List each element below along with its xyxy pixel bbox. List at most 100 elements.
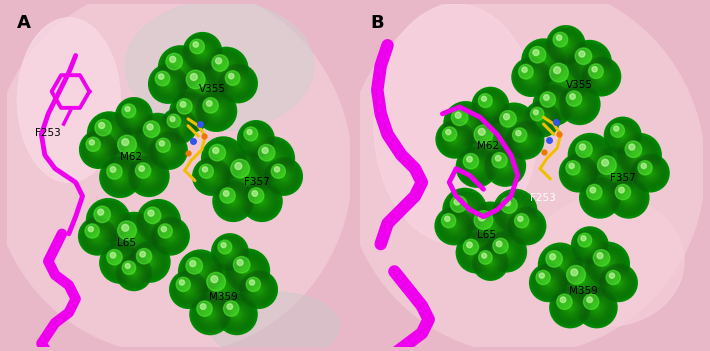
Circle shape (481, 253, 499, 271)
Circle shape (465, 155, 488, 179)
Circle shape (552, 104, 555, 107)
Circle shape (94, 119, 124, 148)
Circle shape (630, 146, 648, 164)
Circle shape (177, 99, 204, 126)
Circle shape (142, 205, 175, 238)
Circle shape (528, 45, 560, 77)
Circle shape (202, 167, 207, 172)
Circle shape (255, 141, 291, 177)
Circle shape (536, 270, 561, 295)
Circle shape (200, 266, 246, 311)
Circle shape (91, 230, 104, 243)
Circle shape (531, 48, 556, 73)
Circle shape (490, 151, 520, 181)
Circle shape (505, 250, 508, 253)
Circle shape (121, 259, 147, 286)
Circle shape (122, 224, 129, 231)
Circle shape (588, 244, 628, 284)
Circle shape (119, 258, 148, 287)
Circle shape (130, 158, 168, 195)
Circle shape (214, 110, 218, 113)
Circle shape (163, 79, 173, 89)
Circle shape (635, 158, 666, 189)
Circle shape (158, 74, 164, 79)
Circle shape (150, 212, 168, 231)
Circle shape (221, 243, 226, 248)
Circle shape (533, 49, 539, 55)
Circle shape (190, 39, 204, 54)
Circle shape (529, 46, 558, 75)
Circle shape (100, 157, 141, 197)
Circle shape (616, 184, 630, 200)
Circle shape (107, 132, 111, 135)
Circle shape (244, 267, 251, 274)
Circle shape (466, 202, 515, 252)
Circle shape (525, 71, 537, 84)
Circle shape (178, 100, 202, 124)
Circle shape (618, 188, 639, 208)
Circle shape (601, 160, 626, 184)
Circle shape (217, 294, 257, 335)
Circle shape (529, 106, 555, 132)
Ellipse shape (17, 18, 120, 183)
Circle shape (597, 253, 603, 259)
Circle shape (589, 153, 592, 157)
Circle shape (589, 147, 638, 197)
Circle shape (603, 267, 634, 298)
Circle shape (584, 59, 619, 94)
Circle shape (214, 237, 245, 267)
Circle shape (446, 218, 462, 234)
Circle shape (616, 130, 629, 142)
Circle shape (476, 248, 506, 277)
Circle shape (550, 254, 556, 260)
Circle shape (503, 114, 510, 120)
Circle shape (99, 211, 117, 230)
Circle shape (119, 137, 148, 166)
Circle shape (251, 282, 266, 297)
Circle shape (493, 238, 520, 265)
Circle shape (577, 287, 617, 327)
Circle shape (161, 108, 197, 144)
Circle shape (538, 243, 582, 287)
Circle shape (210, 175, 213, 178)
Circle shape (130, 233, 138, 241)
Circle shape (588, 186, 612, 210)
Circle shape (545, 59, 586, 100)
Circle shape (172, 93, 209, 131)
Circle shape (217, 60, 235, 78)
Circle shape (611, 124, 625, 137)
Circle shape (585, 241, 594, 250)
Circle shape (523, 221, 532, 231)
Circle shape (555, 34, 577, 56)
Circle shape (239, 262, 257, 280)
Circle shape (542, 277, 555, 289)
Circle shape (579, 51, 585, 57)
Circle shape (576, 141, 605, 170)
Circle shape (197, 47, 207, 57)
Circle shape (562, 158, 594, 189)
Circle shape (568, 40, 611, 84)
Circle shape (209, 313, 212, 316)
Circle shape (253, 136, 259, 142)
Circle shape (463, 239, 490, 266)
Circle shape (561, 40, 571, 50)
Circle shape (188, 110, 192, 114)
Circle shape (103, 246, 137, 280)
Circle shape (252, 191, 272, 211)
Circle shape (574, 273, 591, 290)
Circle shape (498, 159, 512, 173)
Circle shape (128, 267, 140, 279)
Circle shape (594, 191, 607, 205)
Circle shape (449, 107, 482, 140)
Circle shape (200, 304, 220, 324)
Circle shape (579, 234, 601, 256)
Circle shape (459, 116, 473, 131)
Circle shape (81, 132, 116, 167)
Circle shape (219, 241, 241, 263)
Circle shape (569, 306, 572, 309)
Circle shape (187, 109, 194, 115)
Circle shape (610, 168, 618, 176)
Circle shape (594, 68, 609, 85)
Circle shape (230, 198, 236, 205)
Circle shape (503, 164, 507, 167)
